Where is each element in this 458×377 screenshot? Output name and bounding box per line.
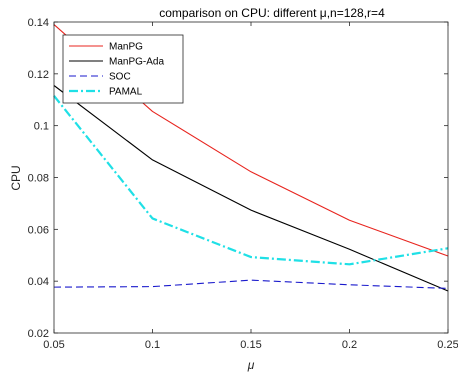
y-tick-label: 0.12 [28,69,49,81]
legend-label-1: ManPG [109,42,143,53]
tick-layer: 0.05 0.1 0.15 0.2 0.25 0.02 0.04 0.06 0.08 0.1 0.1… [28,17,458,351]
legend-label-2: ManPG-Ada [109,57,164,68]
series-line-2 [53,85,449,292]
series-line-4 [53,95,449,266]
x-tick-label: 0.15 [240,339,261,351]
y-axis-label: CPU [9,165,23,190]
y-tick-label: 0.1 [34,121,49,133]
y-tick-label: 0.06 [28,224,49,236]
x-tick-label: 0.2 [342,339,357,351]
legend-label-4: PAMAL [109,87,143,98]
x-tick-label: 0.05 [43,339,64,351]
chart-title: comparison on CPU: different μ,n=128,r=4 [159,6,385,20]
y-tick-label: 0.02 [28,328,49,340]
y-tick-label: 0.04 [28,276,49,288]
x-tick-label: 0.1 [145,339,160,351]
y-tick-label: 0.14 [28,17,49,29]
legend: ManPG ManPG-Ada SOC PAMAL [62,34,184,104]
y-tick-label: 0.08 [28,173,49,185]
x-axis-label: μ [247,358,255,372]
x-tick-label: 0.25 [437,339,458,351]
legend-label-3: SOC [109,72,131,83]
